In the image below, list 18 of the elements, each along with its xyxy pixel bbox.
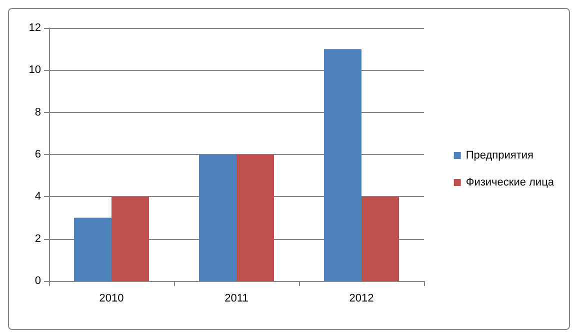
y-tick-label: 10 [28,64,41,76]
y-tick-label: 6 [34,148,41,160]
y-tick-label: 12 [28,22,41,34]
bar [112,196,149,281]
legend-label: Физические лица [466,176,555,188]
bar [74,218,112,281]
y-tick-label: 2 [34,232,41,245]
x-tick-label: 2010 [99,292,124,304]
y-tick-label: 0 [34,275,41,287]
x-tick-label: 2011 [224,292,248,304]
y-tick-label: 4 [34,190,41,203]
y-tick-label: 8 [34,106,41,118]
bar [324,49,362,281]
bar [236,154,274,281]
bar [362,196,399,281]
bar [199,154,236,281]
x-tick-label: 2012 [349,292,374,304]
legend-label: Предприятия [466,150,534,162]
